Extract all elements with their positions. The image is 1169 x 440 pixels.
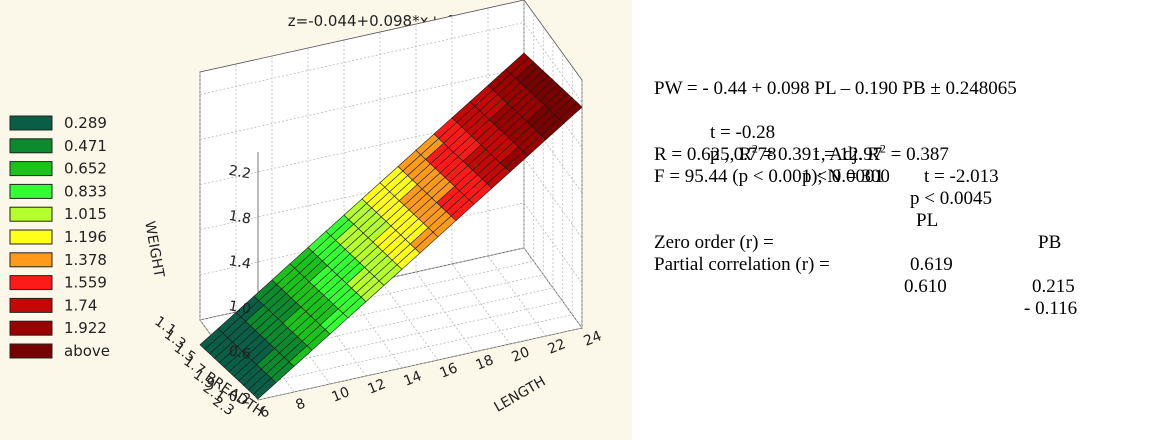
partial-pl: 0.610 xyxy=(904,276,947,297)
legend-label: above xyxy=(64,342,110,360)
y-gridline xyxy=(238,53,564,374)
x-tick-label: 24 xyxy=(582,328,605,350)
t-value-pl: t = 12.97 xyxy=(814,144,883,165)
legend-label: 1.74 xyxy=(64,296,97,314)
z-tick-label: 0.6 xyxy=(227,343,252,363)
p-values-row: p , 0.778 p < 0.0001 p < 0.0045 xyxy=(654,122,992,209)
y-gridline xyxy=(248,66,573,388)
legend-label: 1.015 xyxy=(64,205,107,223)
partial-pb: - 0.116 xyxy=(1024,298,1078,319)
legend-swatch xyxy=(9,229,53,245)
z-gridline xyxy=(199,157,583,239)
x-gridline xyxy=(451,16,511,345)
r-sup-1: 2 xyxy=(751,141,758,156)
r-text-2: = 0.391, Adj. R xyxy=(757,144,880,165)
x-gridline xyxy=(343,40,403,369)
col-header-pb: PB xyxy=(1038,232,1062,253)
legend-swatch xyxy=(9,252,53,268)
z-tick-label: 1.8 xyxy=(227,208,252,228)
f-stats-line: F = 95.44 (p < 0.001); N = 300 xyxy=(654,166,890,187)
legend-swatch xyxy=(9,275,53,291)
p-value-pb: p < 0.0045 xyxy=(910,188,992,209)
partial-row: Partial correlation (r) = 0.610 - 0.116 xyxy=(654,232,1077,319)
t-value-pb: t = -2.013 xyxy=(924,166,999,187)
z-tick-label: 1.4 xyxy=(227,253,252,273)
legend-swatch xyxy=(9,320,53,336)
legend-swatch xyxy=(9,343,53,359)
zero-order-label: Zero order (r) = xyxy=(654,232,774,253)
zero-order-pb: 0.215 xyxy=(1032,276,1075,297)
legend-label: 1.378 xyxy=(64,251,107,269)
col-header-pl: PL xyxy=(916,210,939,231)
t-values-row: t = -0.28 t = 12.97 t = -2.013 xyxy=(654,100,999,187)
z-tick-label: 2.2 xyxy=(227,163,252,183)
legend-swatch xyxy=(9,183,53,199)
legend-label: 0.289 xyxy=(64,114,107,132)
x-tick-label: 16 xyxy=(438,360,461,382)
r-sup-2: 2 xyxy=(879,141,886,156)
surface xyxy=(199,52,583,400)
x-tick-label: 20 xyxy=(510,344,533,366)
z-gridline xyxy=(199,112,583,193)
regression-equation: PW = - 0.44 + 0.098 PL – 0.190 PB ± 0.24… xyxy=(654,78,1017,99)
zero-order-row: Zero order (r) = 0.619 0.215 xyxy=(654,210,1075,297)
legend-swatch xyxy=(9,206,53,222)
p-value-intercept: p , 0.778 xyxy=(710,144,777,165)
legend-label: 0.471 xyxy=(64,137,107,155)
chart-panel: z=-0.044+0.098*x+-0.19*y 0.289 0.471 0.652… xyxy=(0,0,632,440)
r-stats-line: R = 0.625, R2 = 0.391, Adj. R2 = 0.387 xyxy=(654,141,949,166)
x-tick-label: 12 xyxy=(366,376,389,398)
r-text-3: = 0.387 xyxy=(885,144,949,165)
zero-order-pl: 0.619 xyxy=(910,254,953,275)
y-gridline xyxy=(257,80,583,401)
x-tick-label: 18 xyxy=(474,352,497,374)
r-text-1: R = 0.625, R xyxy=(654,144,752,165)
legend-swatch xyxy=(9,297,53,313)
legend-label: 0.652 xyxy=(64,160,107,178)
x-tick-label: 8 xyxy=(294,396,308,414)
legend-label: 1.922 xyxy=(64,319,107,337)
x-axis-title: LENGTH xyxy=(492,373,549,415)
z-tick-label: 0.2 xyxy=(227,388,252,408)
legend-swatch xyxy=(9,138,53,154)
surface-chart: z=-0.044+0.098*x+-0.19*y 0.2890.4710.652… xyxy=(9,0,605,422)
legend-label: 0.833 xyxy=(64,182,107,200)
partial-label: Partial correlation (r) = xyxy=(654,254,830,275)
x-tick-label: 14 xyxy=(402,368,425,390)
x-tick-label: 22 xyxy=(546,336,569,358)
z-axis-title: WEIGHT xyxy=(141,220,167,279)
p-value-pl: p < 0.0001 xyxy=(802,166,884,187)
x-gridline xyxy=(307,48,367,377)
column-headers: PL PB xyxy=(654,188,1061,253)
legend: 0.289 0.471 0.652 0.833 1.015 1.196 1.378 1.559… xyxy=(9,114,110,360)
t-value-intercept: t = -0.28 xyxy=(710,122,776,143)
legend-label: 1.559 xyxy=(64,274,107,292)
z-tick-label: 1.0 xyxy=(227,298,252,318)
legend-swatch xyxy=(9,115,53,131)
surface-cell xyxy=(558,102,583,124)
legend-swatch xyxy=(9,161,53,177)
x-tick-label: 10 xyxy=(330,384,353,406)
legend-label: 1.196 xyxy=(64,228,107,246)
